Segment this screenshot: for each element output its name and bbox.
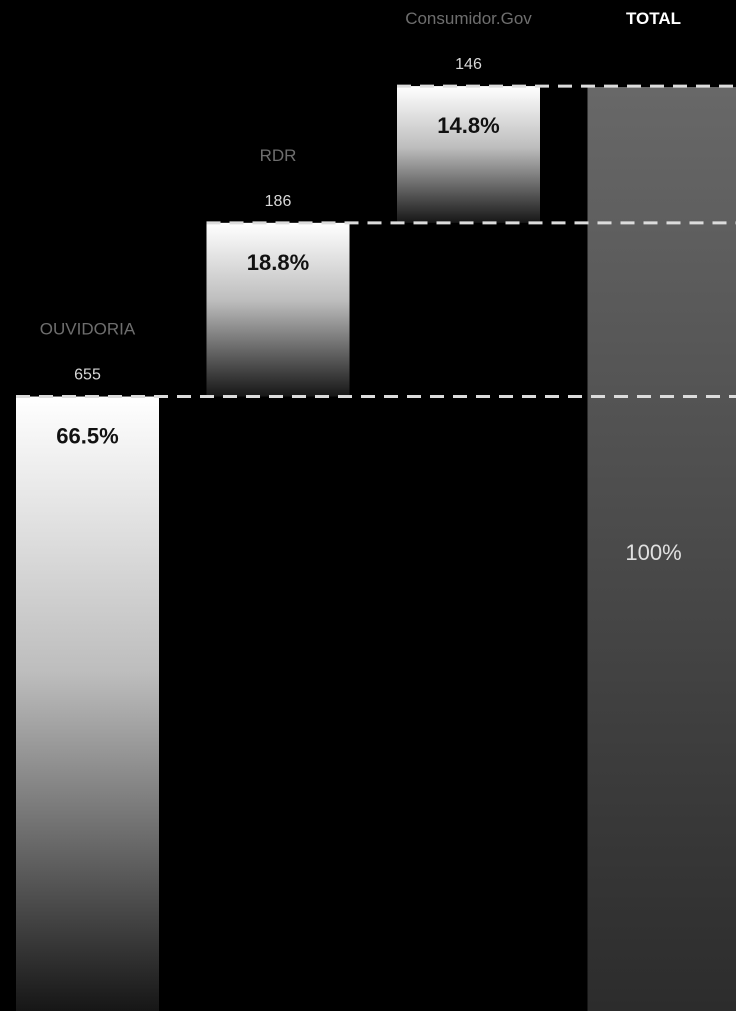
bar-rdr	[206, 222, 350, 397]
bar-total	[587, 87, 736, 1011]
category-label: OUVIDORIA	[40, 320, 136, 339]
category-label: RDR	[260, 146, 297, 165]
category-label: TOTAL	[626, 9, 681, 28]
count-label: 655	[74, 367, 101, 384]
category-label: Consumidor.Gov	[405, 9, 532, 28]
percent-label: 66.5%	[56, 424, 118, 449]
count-label: 146	[455, 56, 482, 73]
percent-label: 100%	[625, 540, 681, 565]
count-label: 186	[265, 193, 292, 210]
percent-label: 14.8%	[437, 113, 499, 138]
percent-label: 18.8%	[247, 250, 309, 275]
bar-ouvidoria	[16, 396, 159, 1011]
bar-consumidor-gov	[397, 86, 540, 223]
